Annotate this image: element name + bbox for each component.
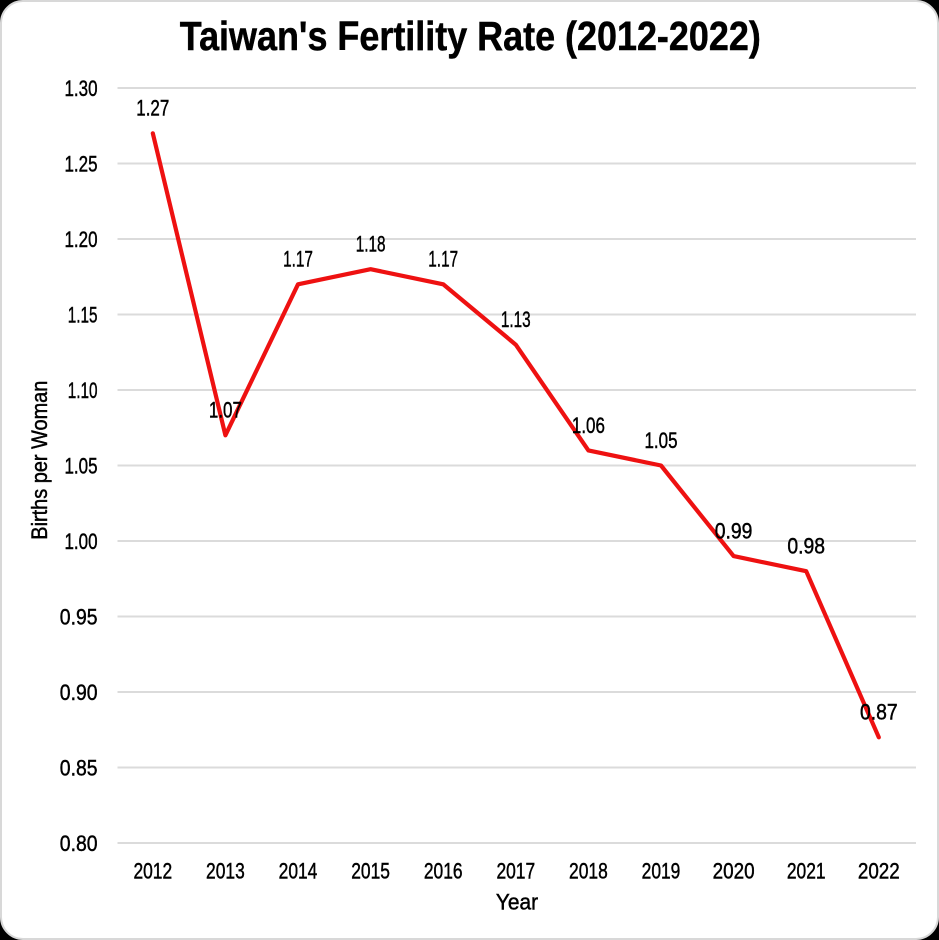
svg-text:0.85: 0.85	[60, 755, 98, 780]
svg-text:2014: 2014	[279, 858, 318, 883]
svg-text:2017: 2017	[496, 858, 535, 883]
svg-text:1.13: 1.13	[501, 307, 531, 332]
svg-text:2013: 2013	[206, 858, 245, 883]
svg-text:1.07: 1.07	[209, 398, 242, 423]
svg-text:1.25: 1.25	[65, 151, 98, 176]
svg-text:0.90: 0.90	[60, 680, 98, 705]
svg-text:2018: 2018	[569, 858, 608, 883]
svg-text:0.80: 0.80	[60, 831, 98, 856]
svg-text:2020: 2020	[713, 858, 755, 883]
svg-text:Births per Woman: Births per Woman	[27, 381, 52, 540]
svg-text:2015: 2015	[351, 858, 390, 883]
svg-text:Year: Year	[496, 889, 539, 914]
svg-text:0.87: 0.87	[860, 700, 898, 725]
svg-text:1.17: 1.17	[428, 247, 458, 272]
svg-text:1.30: 1.30	[65, 76, 98, 101]
svg-text:Taiwan's Fertility Rate (2012-: Taiwan's Fertility Rate (2012-2022)	[180, 13, 761, 59]
svg-text:0.98: 0.98	[787, 534, 825, 559]
svg-text:1.15: 1.15	[68, 302, 98, 327]
svg-text:1.06: 1.06	[572, 413, 605, 438]
svg-text:1.17: 1.17	[283, 247, 313, 272]
svg-text:1.05: 1.05	[65, 453, 98, 478]
svg-text:1.27: 1.27	[136, 96, 169, 121]
svg-text:1.10: 1.10	[68, 378, 98, 403]
svg-text:1.00: 1.00	[65, 529, 98, 554]
svg-text:2022: 2022	[858, 858, 900, 883]
svg-text:0.99: 0.99	[715, 519, 753, 544]
svg-text:2012: 2012	[133, 858, 172, 883]
svg-text:0.95: 0.95	[60, 604, 98, 629]
svg-text:2021: 2021	[787, 858, 826, 883]
svg-text:1.20: 1.20	[65, 227, 98, 252]
svg-text:1.05: 1.05	[645, 428, 678, 453]
svg-text:1.18: 1.18	[356, 232, 386, 257]
svg-text:2019: 2019	[642, 858, 681, 883]
svg-text:2016: 2016	[424, 858, 463, 883]
